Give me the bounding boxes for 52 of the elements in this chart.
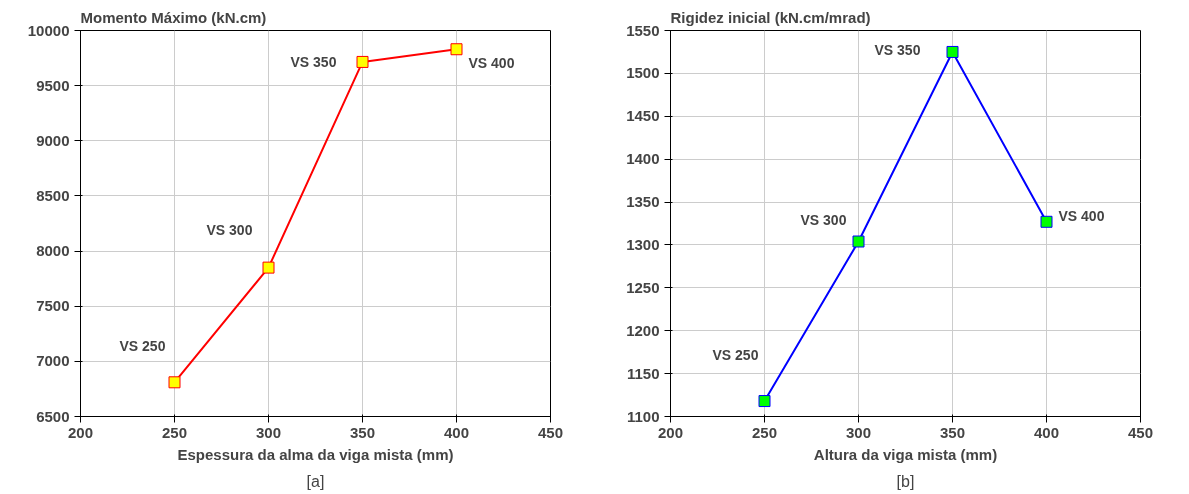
y-tick-label: 7500 [36,297,70,315]
x-tick-label: 250 [751,423,778,441]
y-tick-label: 9500 [36,76,70,94]
y-tick-label: 8000 [36,242,70,260]
annotation: VS 350 [290,53,337,70]
x-axis-title: Altura da viga mista (mm) [813,445,998,463]
text: [a] [306,472,325,490]
y-tick-label: 1400 [626,150,660,168]
y-tick-label: 9000 [36,131,70,149]
x-axis-title: Espessura da alma da viga mista (mm) [177,445,454,463]
point [852,235,865,248]
chart-title: Rigidez inicial (kN.cm/mrad) [670,8,871,26]
y-tick-label: 1450 [626,107,660,125]
x-tick-label: 400 [443,423,470,441]
y-tick-label: 1550 [626,21,660,39]
x-tick-label: 450 [537,423,564,441]
x-tick-label: 300 [255,423,282,441]
annotation: VS 300 [206,221,253,238]
point [758,395,771,408]
y-tick-label: 10000 [27,21,70,39]
x-tick-label: 250 [161,423,188,441]
point [262,261,275,274]
point [356,55,369,68]
y-tick-label: 1300 [626,235,660,253]
x-tick-label: 350 [939,423,966,441]
x-tick-label: 300 [845,423,872,441]
annotation: VS 350 [874,41,921,58]
y-tick-label: 7000 [36,352,70,370]
y-tick-label: 8500 [36,186,70,204]
annotation: VS 400 [1058,207,1105,224]
point [946,45,959,58]
annotation: VS 250 [712,347,759,364]
point [450,43,463,56]
annotation: VS 250 [119,338,166,355]
point [1040,215,1053,228]
x-tick-label: 450 [1127,423,1154,441]
y-tick-label: 1200 [626,321,660,339]
x-tick-label: 350 [349,423,376,441]
text: [b] [896,472,915,490]
x-tick-label: 200 [67,423,94,441]
x-tick-label: 400 [1033,423,1060,441]
y-tick-label: 1350 [626,193,660,211]
y-tick-label: 6500 [36,407,70,425]
y-tick-label: 1150 [626,364,660,382]
point [168,376,181,389]
x-tick-label: 200 [657,423,684,441]
y-tick-label: 1100 [626,407,660,425]
annotation: VS 400 [468,55,515,72]
y-tick-label: 1250 [626,278,660,296]
y-tick-label: 1500 [626,64,660,82]
annotation: VS 300 [800,211,847,228]
chart-title: Momento Máximo (kN.cm) [80,8,267,26]
